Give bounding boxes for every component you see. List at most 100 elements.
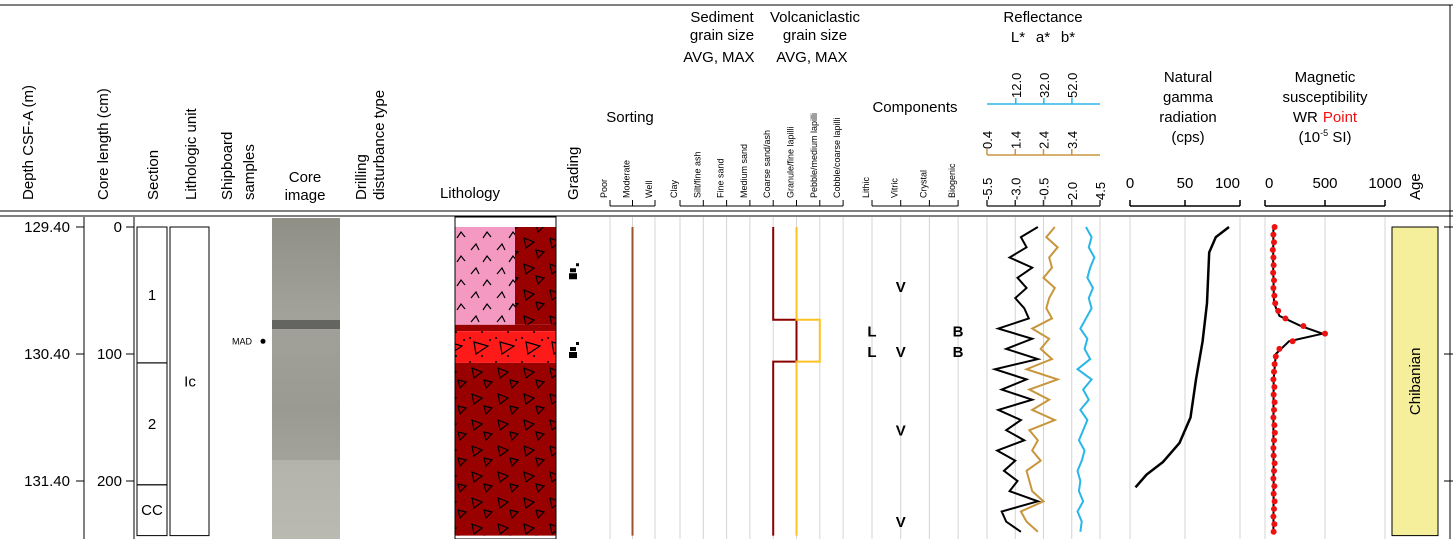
- depth-label: 129.40: [24, 219, 70, 236]
- lithology-pattern: [515, 227, 556, 325]
- header-samples: samples: [241, 144, 258, 200]
- ms-point: [1271, 368, 1277, 375]
- grading-block: [569, 352, 577, 358]
- ms-point: [1270, 490, 1277, 497]
- class-label: Lithic: [861, 176, 871, 198]
- core-length-label: 200: [97, 473, 122, 490]
- header-grain-title: Sediment: [690, 9, 754, 26]
- ms-point: [1270, 475, 1277, 482]
- tick-label: 50: [1177, 175, 1194, 192]
- ms-point: [1270, 513, 1277, 520]
- lithology-pattern: [455, 362, 556, 536]
- tick-label: 0: [1265, 175, 1273, 192]
- header-section: Section: [145, 150, 162, 200]
- curve: [1272, 226, 1327, 532]
- component-letter: B: [953, 344, 964, 361]
- component-letter: V: [896, 279, 906, 296]
- header-avg: AVG,: [683, 49, 718, 66]
- header-ms: Magnetic: [1295, 69, 1356, 86]
- header-ms-unit: (10-5 SI): [1298, 128, 1351, 146]
- tick-label: 2.4: [1037, 131, 1052, 149]
- ms-point: [1271, 429, 1278, 436]
- tick-label: -5.5: [980, 178, 995, 200]
- lithology-pattern: [455, 227, 515, 325]
- component-letter: V: [896, 344, 906, 361]
- lithology-pattern: [455, 331, 556, 363]
- grading-block: [576, 263, 579, 267]
- grading-icon: [569, 263, 579, 280]
- header-disturbance: disturbance type: [371, 90, 388, 200]
- header-gamma: radiation: [1159, 109, 1217, 126]
- class-label: Medium sand: [739, 144, 749, 198]
- unit-box: [169, 226, 210, 537]
- ms-point: [1289, 338, 1296, 345]
- component-letter: V: [896, 514, 906, 531]
- ms-point: [1270, 269, 1277, 276]
- tick-label: 2.0: [1065, 182, 1080, 200]
- component-letter: L: [867, 324, 876, 341]
- lithology-interval: [455, 324, 556, 332]
- ms-point: [1271, 277, 1277, 284]
- age-box: [1391, 226, 1439, 537]
- ms-point: [1275, 307, 1282, 314]
- sample-dot: [260, 338, 266, 344]
- ms-point: [1271, 521, 1278, 528]
- class-label: Crystal: [918, 170, 928, 198]
- unit-label: Ic: [184, 373, 196, 390]
- tick-label: 12.0: [1009, 73, 1024, 98]
- core-image-band: [272, 320, 340, 329]
- header-age: Age: [1407, 173, 1424, 200]
- ms-point: [1270, 414, 1277, 421]
- header-ms-wr: WR Point: [1293, 109, 1358, 126]
- header-core-length: Core length (cm): [95, 88, 112, 200]
- header-grain-title: Volcaniclastic: [770, 9, 861, 26]
- ms-wr: WR: [1293, 109, 1318, 126]
- ms-point: [1322, 330, 1328, 337]
- section-label: 2: [148, 416, 156, 433]
- class-label: Coarse sand/ash: [762, 130, 772, 198]
- ms-point: [1270, 262, 1277, 269]
- ms-point: [1272, 300, 1279, 307]
- ms-unit-exp: -5: [1320, 128, 1328, 138]
- class-label: Granule/fine lapilli: [786, 126, 796, 198]
- grading-icon: [569, 342, 579, 358]
- header-ms: susceptibility: [1282, 89, 1368, 106]
- header-components: Components: [872, 99, 957, 116]
- ms-point: [1270, 231, 1277, 238]
- class-label: Pebble/medium lapilli: [809, 113, 819, 198]
- class-label: Poor: [599, 179, 609, 198]
- tick-label: 32.0: [1037, 73, 1052, 98]
- ms-point: [1271, 224, 1278, 230]
- header-grading: Grading: [565, 147, 582, 200]
- class-label: Biogenic: [947, 163, 957, 198]
- tick-label: -0.5: [1037, 178, 1052, 200]
- header-max: MAX: [722, 49, 755, 66]
- age-label: Chibanian: [1407, 348, 1424, 416]
- tick-label: 0: [1126, 175, 1134, 192]
- header-samples: Shipboard: [219, 132, 236, 200]
- header-sorting: Sorting: [606, 109, 654, 126]
- tick-label: 500: [1312, 175, 1337, 192]
- ms-point: [1270, 452, 1277, 459]
- ms-point: [1276, 345, 1283, 352]
- header-depth: Depth CSF-A (m): [20, 85, 37, 200]
- ms-point: [1271, 406, 1277, 413]
- class-label: Moderate: [622, 160, 632, 198]
- header-lithologic-unit: Lithologic unit: [183, 107, 200, 200]
- ms-point: [1270, 528, 1277, 535]
- ms-point: [1271, 467, 1277, 474]
- tick-label: 100: [1215, 175, 1240, 192]
- ms-point: [1271, 361, 1278, 368]
- depth-label: 131.40: [24, 473, 70, 490]
- header-gamma: (cps): [1171, 129, 1204, 146]
- section-label: 1: [148, 287, 156, 304]
- header-grain-title: grain size: [783, 27, 847, 44]
- header-l: L*: [1011, 29, 1025, 46]
- ms-point: [1269, 246, 1276, 253]
- tick-label: 0.4: [980, 131, 995, 149]
- tick-label: 1.4: [1008, 131, 1023, 149]
- ms-point: [1270, 376, 1277, 383]
- section-box: [136, 484, 168, 537]
- ms-point: [1271, 399, 1278, 406]
